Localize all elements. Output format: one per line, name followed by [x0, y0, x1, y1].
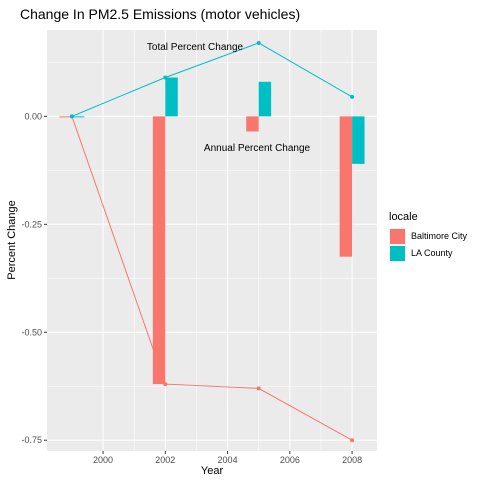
legend-label-la-county: LA County: [411, 248, 453, 258]
legend: locale Baltimore City LA County: [389, 211, 468, 262]
line-la-county: [71, 42, 353, 117]
y-tick-label: -0.25: [21, 219, 42, 229]
bar-la-county-2005: [258, 81, 272, 117]
y-axis-title: Percent Change: [6, 200, 18, 280]
legend-swatch-la-county: [390, 246, 405, 261]
annotation-total: Total Percent Change: [147, 42, 244, 53]
plot-panel: [47, 30, 377, 451]
bar-baltimore-city-2005: [246, 116, 259, 132]
bar-la-county-2002: [165, 77, 178, 117]
y-tick-label: 0.00: [24, 111, 42, 121]
bar-baltimore-city-2002: [152, 116, 166, 385]
point-baltimore-city-2005: [256, 386, 261, 391]
point-baltimore-city-2002: [163, 382, 168, 387]
x-tick-label: 2008: [342, 455, 362, 465]
x-tick-label: 2002: [155, 455, 175, 465]
annotation-annual: Annual Percent Change: [204, 143, 311, 154]
bar-la-county-1999: [71, 116, 85, 118]
y-tick-label: -0.50: [21, 327, 42, 337]
line-baltimore-city: [71, 116, 353, 441]
lines: [71, 42, 353, 441]
y-axis: 0.00 -0.25 -0.50 -0.75: [21, 111, 47, 445]
bar-baltimore-city-1999: [59, 116, 72, 118]
legend-swatch-baltimore-city: [390, 229, 405, 244]
bars: [59, 77, 365, 385]
point-la-county-1999: [69, 114, 74, 119]
x-axis-title: Year: [201, 465, 224, 477]
x-tick-label: 2006: [280, 455, 300, 465]
chart-title: Change In PM2.5 Emissions (motor vehicle…: [20, 6, 300, 22]
x-tick-label: 2004: [218, 455, 238, 465]
legend-label-baltimore-city: Baltimore City: [411, 231, 468, 241]
y-tick-label: -0.75: [21, 435, 42, 445]
point-la-county-2005: [256, 40, 261, 45]
point-baltimore-city-2008: [350, 438, 355, 443]
bar-la-county-2008: [352, 116, 365, 164]
point-la-county-2002: [163, 75, 168, 80]
points: [69, 40, 355, 443]
x-axis: 2000 2002 2004 2006 2008: [93, 451, 362, 465]
bar-baltimore-city-2008: [339, 116, 353, 257]
x-tick-label: 2000: [93, 455, 113, 465]
point-la-county-2008: [350, 94, 355, 99]
legend-title: locale: [389, 211, 418, 223]
